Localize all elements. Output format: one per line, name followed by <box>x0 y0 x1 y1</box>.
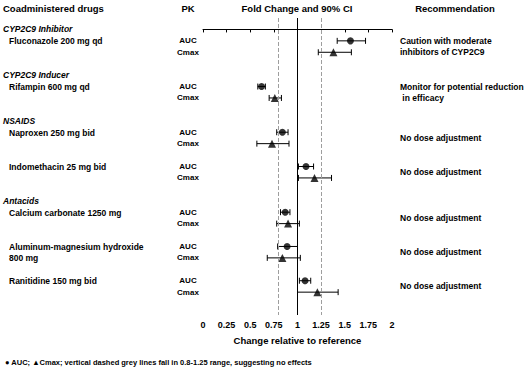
svg-text:Aluminum-magnesium hydroxide: Aluminum-magnesium hydroxide <box>9 242 146 252</box>
svg-text:1.5: 1.5 <box>338 320 351 330</box>
svg-text:NSAIDS: NSAIDS <box>3 116 35 126</box>
svg-text:AUC: AUC <box>179 276 197 285</box>
svg-text:Cmax: Cmax <box>177 93 199 102</box>
svg-text:Indomethacin 25 mg bid: Indomethacin 25 mg bid <box>9 162 106 172</box>
svg-text:Cmax: Cmax <box>177 139 199 148</box>
svg-text:Calcium carbonate 1250 mg: Calcium carbonate 1250 mg <box>9 208 121 218</box>
svg-text:Change relative to reference: Change relative to reference <box>234 335 362 346</box>
svg-text:0.75: 0.75 <box>265 320 283 330</box>
svg-text:Monitor for potential reductio: Monitor for potential reduction <box>400 82 524 92</box>
svg-text:Cmax: Cmax <box>177 173 199 182</box>
svg-text:in efficacy: in efficacy <box>400 93 444 103</box>
svg-text:AUC: AUC <box>179 82 197 91</box>
svg-text:● AUC; ▲Cmax; vertical dashed: ● AUC; ▲Cmax; vertical dashed grey lines… <box>5 358 312 367</box>
svg-text:1: 1 <box>295 320 300 330</box>
svg-text:CYP2C9 Inducer: CYP2C9 Inducer <box>3 70 70 80</box>
svg-text:AUC: AUC <box>179 162 197 171</box>
svg-text:Caution with moderate: Caution with moderate <box>400 36 494 46</box>
svg-text:No dose adjustment: No dose adjustment <box>400 213 481 223</box>
svg-text:No dose adjustment: No dose adjustment <box>400 167 481 177</box>
svg-text:Ranitidine 150 mg bid: Ranitidine 150 mg bid <box>9 276 97 286</box>
svg-text:No dose adjustment: No dose adjustment <box>400 133 481 143</box>
svg-text:Fold Change and 90% CI: Fold Change and 90% CI <box>242 3 353 14</box>
svg-text:AUC: AUC <box>179 36 197 45</box>
svg-text:1.25: 1.25 <box>312 320 330 330</box>
svg-text:No dose adjustment: No dose adjustment <box>400 247 481 257</box>
svg-text:0.5: 0.5 <box>244 320 257 330</box>
svg-text:Recommendation: Recommendation <box>415 3 495 14</box>
svg-text:Cmax: Cmax <box>177 219 199 228</box>
svg-text:Cmax: Cmax <box>177 253 199 262</box>
svg-text:Fluconazole 200 mg qd: Fluconazole 200 mg qd <box>9 36 103 46</box>
svg-text:No dose adjustment: No dose adjustment <box>400 281 481 291</box>
svg-text:Antacids: Antacids <box>2 196 39 206</box>
svg-text:Coadministered drugs: Coadministered drugs <box>3 3 104 14</box>
svg-text:Naproxen 250 mg bid: Naproxen 250 mg bid <box>9 128 95 138</box>
svg-text:AUC: AUC <box>179 208 197 217</box>
svg-text:AUC: AUC <box>179 128 197 137</box>
svg-text:1.75: 1.75 <box>360 320 378 330</box>
svg-text:0.25: 0.25 <box>218 320 236 330</box>
svg-text:Cmax: Cmax <box>177 48 199 57</box>
svg-text:800 mg: 800 mg <box>9 253 38 263</box>
svg-text:CYP2C9 Inhibitor: CYP2C9 Inhibitor <box>3 24 73 34</box>
svg-text:PK: PK <box>181 3 194 14</box>
svg-text:AUC: AUC <box>179 242 197 251</box>
svg-text:0: 0 <box>200 320 205 330</box>
svg-text:Rifampin 600 mg qd: Rifampin 600 mg qd <box>9 82 90 92</box>
svg-text:Cmax: Cmax <box>177 288 199 297</box>
svg-text:2: 2 <box>389 320 394 330</box>
svg-text:inhibitors of CYP2C9: inhibitors of CYP2C9 <box>400 47 485 57</box>
